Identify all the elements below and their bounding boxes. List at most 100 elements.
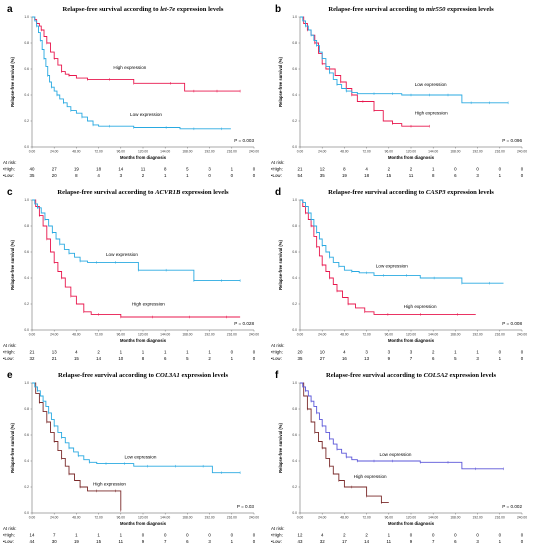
at-risk-row-label: •High: xyxy=(271,167,283,172)
at-risk-value: 35 xyxy=(298,356,303,361)
chart-panel-a: a Relapse-free survival according to let-… xyxy=(3,4,259,178)
at-risk-value: 12 xyxy=(320,167,325,172)
x-tick-label: 0.00 xyxy=(297,150,304,154)
at-risk-value: 3 xyxy=(208,539,211,544)
series-line-low xyxy=(300,16,509,104)
y-axis-label: Relapse-free survival (%) xyxy=(10,422,15,472)
at-risk-value: 0 xyxy=(521,539,524,544)
series-label: Low expression xyxy=(130,112,162,117)
chart-title: Relapse-free survival according to CASP3… xyxy=(328,189,494,196)
at-risk-value: 1 xyxy=(186,173,189,178)
y-tick-label: 0.6 xyxy=(24,250,29,254)
y-tick-label: 1.0 xyxy=(24,198,29,202)
x-tick-label: 240.00 xyxy=(249,516,259,520)
x-tick-label: 120.00 xyxy=(406,150,416,154)
at-risk-row-label: •Low: xyxy=(271,539,282,544)
at-risk-title: At risk: xyxy=(271,526,284,531)
at-risk-value: 2 xyxy=(142,173,145,178)
at-risk-value: 2 xyxy=(208,356,211,361)
series-label: Low expression xyxy=(125,454,157,459)
at-risk-value: 0 xyxy=(164,533,167,538)
at-risk-value: 1 xyxy=(388,533,391,538)
at-risk-value: 0 xyxy=(521,533,524,538)
panel-letter: c xyxy=(7,187,13,198)
at-risk-value: 20 xyxy=(298,350,303,355)
x-tick-label: 96.00 xyxy=(385,333,393,337)
at-risk-row-label: •High: xyxy=(3,350,15,355)
y-tick-label: 0.2 xyxy=(292,302,297,306)
at-risk-value: 4 xyxy=(97,173,100,178)
panel-letter: f xyxy=(275,370,279,381)
chart-title: Relapse-free survival according to mir55… xyxy=(328,6,494,13)
x-axis-label: Months from diagnosis xyxy=(120,338,167,343)
series-line-high xyxy=(32,199,241,318)
x-tick-label: 240.00 xyxy=(517,333,527,337)
y-tick-label: 0.2 xyxy=(292,485,297,489)
at-risk-value: 0 xyxy=(499,350,502,355)
at-risk-value: 0 xyxy=(432,533,435,538)
at-risk-value: 32 xyxy=(320,539,325,544)
x-tick-label: 168.00 xyxy=(182,150,192,154)
p-value: P = 0.002 xyxy=(502,504,522,509)
at-risk-value: 11 xyxy=(387,539,392,544)
p-value: P = 0.028 xyxy=(234,321,254,326)
y-tick-label: 0.4 xyxy=(292,93,297,97)
series-label: High expression xyxy=(354,474,387,479)
at-risk-value: 0 xyxy=(521,167,524,172)
at-risk-value: 20 xyxy=(52,173,57,178)
y-tick-label: 0.2 xyxy=(24,485,29,489)
series-label: Low expression xyxy=(376,264,408,269)
x-tick-label: 240.00 xyxy=(249,333,259,337)
at-risk-value: 0 xyxy=(253,167,256,172)
at-risk-value: 0 xyxy=(499,167,502,172)
y-tick-label: 0.0 xyxy=(292,511,297,515)
y-tick-label: 1.0 xyxy=(24,15,29,19)
series-label: High expression xyxy=(132,301,165,306)
at-risk-row-label: •High: xyxy=(271,533,283,538)
x-tick-label: 96.00 xyxy=(117,150,125,154)
x-tick-label: 240.00 xyxy=(249,150,259,154)
x-tick-label: 48.00 xyxy=(340,516,348,520)
x-tick-label: 96.00 xyxy=(385,150,393,154)
at-risk-value: 0 xyxy=(521,173,524,178)
chart-title: Relapse-free survival according to COL5A… xyxy=(326,372,497,379)
at-risk-value: 1 xyxy=(454,350,457,355)
at-risk-value: 43 xyxy=(298,539,303,544)
panel-letter: a xyxy=(7,4,13,15)
at-risk-value: 1 xyxy=(231,356,234,361)
at-risk-value: 0 xyxy=(410,533,413,538)
at-risk-value: 4 xyxy=(321,533,324,538)
at-risk-value: 6 xyxy=(454,173,457,178)
at-risk-value: 2 xyxy=(97,350,100,355)
at-risk-value: 1 xyxy=(75,533,78,538)
x-axis-label: Months from diagnosis xyxy=(388,155,435,160)
at-risk-value: 11 xyxy=(119,539,124,544)
at-risk-value: 16 xyxy=(342,356,347,361)
at-risk-title: At risk: xyxy=(271,160,284,165)
at-risk-value: 7 xyxy=(164,539,167,544)
at-risk-value: 21 xyxy=(30,350,35,355)
x-axis-label: Months from diagnosis xyxy=(388,338,435,343)
p-value: P = 0.008 xyxy=(502,321,522,326)
at-risk-value: 0 xyxy=(253,356,256,361)
at-risk-row-label: •Low: xyxy=(3,539,14,544)
x-tick-label: 168.00 xyxy=(450,516,460,520)
x-tick-label: 168.00 xyxy=(182,333,192,337)
at-risk-row-label: •Low: xyxy=(271,356,282,361)
panel-letter: b xyxy=(275,4,281,15)
x-tick-label: 72.00 xyxy=(362,333,370,337)
at-risk-value: 8 xyxy=(343,167,346,172)
chart-panel-e: e Relapse-free survival according to COL3… xyxy=(3,370,259,544)
series-line-low xyxy=(32,382,241,474)
x-tick-label: 144.00 xyxy=(160,333,170,337)
at-risk-value: 10 xyxy=(320,350,325,355)
at-risk-value: 8 xyxy=(75,173,78,178)
x-tick-label: 216.00 xyxy=(495,150,505,154)
x-axis-label: Months from diagnosis xyxy=(120,155,167,160)
x-tick-label: 0.00 xyxy=(29,333,36,337)
at-risk-title: At risk: xyxy=(271,343,284,348)
at-risk-value: 6 xyxy=(186,539,189,544)
x-tick-label: 72.00 xyxy=(94,150,102,154)
y-tick-label: 0.8 xyxy=(24,41,29,45)
